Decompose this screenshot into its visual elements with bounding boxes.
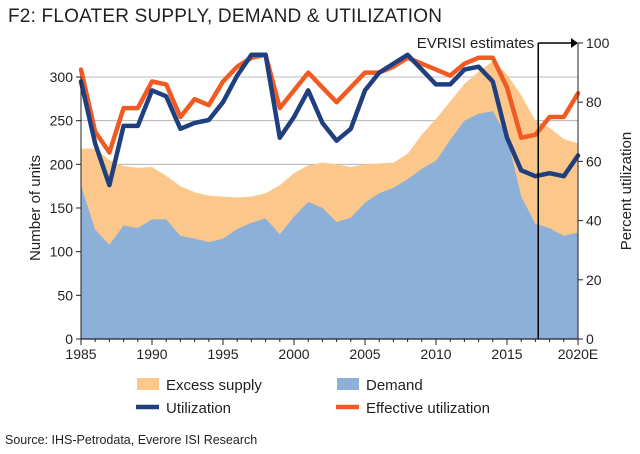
- area-series: [81, 61, 578, 340]
- y-left-tick-label: 200: [50, 156, 74, 172]
- source-note: Source: IHS-Petrodata, Everore ISI Resea…: [5, 433, 257, 447]
- y-right-tick-label: 60: [586, 153, 602, 169]
- area-demand: [81, 111, 578, 339]
- x-ticks: 1985 1990 1995 2000 2005 2010 2015 2020E: [65, 339, 598, 362]
- estimate-arrow-head: [571, 38, 578, 48]
- legend: Excess supply Demand Utilization Effective …: [136, 377, 490, 417]
- legend-swatch: [137, 378, 159, 390]
- legend-item-demand: Demand: [337, 377, 423, 394]
- legend-label: Excess supply: [166, 377, 262, 394]
- legend-item-effective-utilization: Effective utilization: [336, 400, 490, 417]
- x-tick-label: 1995: [207, 346, 238, 362]
- y-left-tick-label: 50: [57, 287, 73, 303]
- y-right-tick-label: 80: [586, 94, 602, 110]
- estimate-marker: EVRISI estimates: [417, 35, 578, 339]
- y-left-tick-label: 250: [50, 113, 74, 129]
- x-tick-label: 2020E: [558, 346, 598, 362]
- line-utilization: [78, 52, 581, 188]
- x-tick-label: 2005: [349, 346, 380, 362]
- y-right-tick-label: 0: [586, 331, 594, 347]
- y-right-ticks: 0 20 40 60 80 100: [578, 35, 610, 347]
- y-left-tick-label: 100: [50, 244, 74, 260]
- y-left-tick-label: 150: [50, 200, 74, 216]
- line-effective-utilization: [78, 52, 581, 155]
- x-tick-label: 1985: [65, 346, 96, 362]
- x-tick-label: 2000: [278, 346, 309, 362]
- plot-area: EVRISI estimates 1985 1990 1995 2000 2005 201…: [50, 35, 610, 362]
- y-left-tick-label: 0: [65, 331, 73, 347]
- y-left-axis-label: Number of units: [27, 155, 44, 261]
- line-series: [78, 52, 581, 188]
- y-right-tick-label: 40: [586, 213, 602, 229]
- y-right-tick-label: 100: [586, 35, 610, 51]
- y-left-ticks: 0 50 100 150 200 250 300: [50, 69, 81, 347]
- y-right-tick-label: 20: [586, 272, 602, 288]
- legend-label: Effective utilization: [366, 400, 490, 417]
- chart-title: F2: FLOATER SUPPLY, DEMAND & UTILIZATION: [8, 6, 442, 27]
- legend-label: Utilization: [166, 400, 231, 417]
- y-left-tick-label: 300: [50, 69, 74, 85]
- legend-label: Demand: [366, 377, 423, 394]
- x-tick-label: 2015: [491, 346, 522, 362]
- estimate-annotation: EVRISI estimates: [417, 35, 535, 52]
- legend-swatch: [337, 378, 359, 390]
- y-right-axis-label: Percent utilization: [618, 132, 635, 250]
- x-tick-label: 2010: [420, 346, 451, 362]
- legend-item-excess-supply: Excess supply: [137, 377, 262, 394]
- x-tick-label: 1990: [136, 346, 167, 362]
- legend-item-utilization: Utilization: [136, 400, 231, 417]
